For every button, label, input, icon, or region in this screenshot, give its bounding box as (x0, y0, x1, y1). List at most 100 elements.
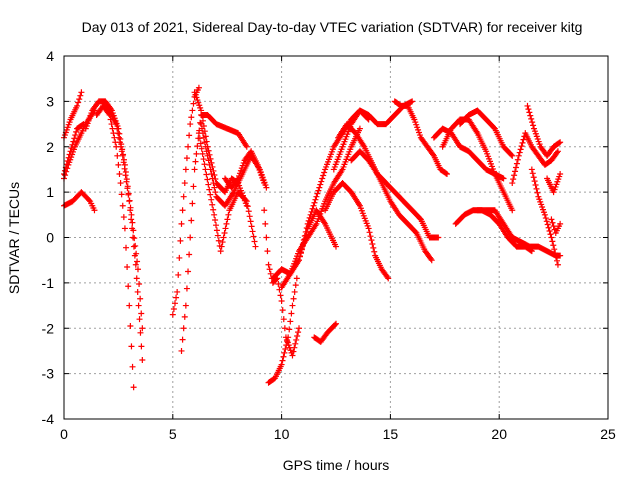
data-point (293, 336, 300, 343)
y-tick-label: -3 (42, 366, 55, 382)
data-point (296, 257, 303, 264)
data-point (243, 198, 250, 205)
data-point (187, 234, 194, 241)
data-point (544, 221, 551, 228)
y-tick-label: 3 (46, 93, 54, 109)
data-point (185, 268, 192, 275)
data-point (137, 329, 144, 336)
data-point (517, 146, 524, 153)
y-tick-label: 2 (46, 139, 54, 155)
data-point (429, 151, 436, 158)
data-point (115, 130, 122, 137)
data-point (212, 189, 219, 196)
data-point (543, 218, 550, 225)
data-point (251, 238, 258, 245)
data-point (139, 357, 146, 364)
data-point (264, 248, 271, 255)
series-arc-14 (261, 207, 303, 359)
data-point (116, 170, 123, 177)
series-arc-23 (348, 148, 442, 241)
data-point (511, 172, 518, 179)
data-point (287, 318, 294, 325)
data-point (249, 228, 256, 235)
data-point (177, 237, 184, 244)
gridlines (64, 56, 608, 419)
data-point (304, 220, 311, 227)
data-point (169, 311, 176, 318)
data-point (285, 334, 292, 341)
data-point (278, 361, 285, 368)
data-point (280, 316, 287, 323)
data-point (267, 270, 274, 277)
data-point (127, 322, 134, 329)
data-point (181, 313, 188, 320)
data-point (512, 168, 519, 175)
data-point (532, 181, 539, 188)
data-point (214, 232, 221, 239)
data-point (321, 169, 328, 176)
data-point (294, 333, 301, 340)
data-point (243, 143, 250, 150)
data-point (178, 220, 185, 227)
data-point (297, 249, 304, 256)
data-point (211, 171, 218, 178)
series-arc-33 (544, 170, 564, 196)
data-point (553, 253, 560, 260)
series-arc-27 (457, 107, 516, 159)
data-point (333, 320, 339, 327)
data-point (195, 84, 202, 91)
data-point (209, 201, 216, 208)
data-point (72, 132, 79, 139)
data-point (119, 202, 126, 209)
data-point (203, 171, 210, 178)
data-point (179, 336, 186, 343)
data-point (242, 197, 249, 204)
y-tick-label: -4 (42, 411, 55, 427)
data-point (196, 135, 203, 142)
data-point (515, 152, 522, 159)
data-point (116, 139, 123, 146)
data-point (299, 241, 306, 248)
data-point (310, 202, 317, 209)
data-point (318, 178, 325, 185)
data-point (179, 207, 186, 214)
data-point (283, 342, 290, 349)
data-point (490, 124, 497, 131)
data-point (286, 326, 293, 333)
data-point (367, 233, 374, 240)
data-point (126, 302, 133, 309)
data-point (288, 310, 295, 317)
data-point (369, 240, 376, 247)
data-point (513, 160, 520, 167)
data-point (305, 217, 312, 224)
data-point (279, 307, 286, 314)
data-point (127, 207, 134, 214)
data-point (443, 170, 450, 177)
data-point (121, 165, 128, 172)
data-point (303, 224, 310, 231)
data-point (428, 257, 435, 264)
data-point (201, 139, 208, 146)
data-point (218, 243, 225, 250)
data-point (91, 207, 98, 214)
data-point (187, 121, 194, 128)
data-point (200, 134, 207, 141)
data-point (201, 161, 208, 168)
data-point (86, 197, 93, 204)
data-point (266, 266, 273, 273)
data-point (509, 152, 516, 159)
data-point (284, 338, 291, 345)
data-point (113, 121, 120, 128)
data-point (210, 206, 217, 213)
data-point (530, 174, 537, 181)
data-point (181, 180, 188, 187)
data-point (248, 223, 255, 230)
data-point (385, 275, 392, 282)
data-point (556, 139, 563, 146)
chart-title: Day 013 of 2021, Sidereal Day-to-day VTE… (82, 19, 583, 35)
series-arc-17 (278, 125, 363, 291)
data-point (138, 343, 145, 350)
data-point (301, 232, 308, 239)
data-point (554, 261, 561, 268)
data-point (384, 274, 391, 281)
